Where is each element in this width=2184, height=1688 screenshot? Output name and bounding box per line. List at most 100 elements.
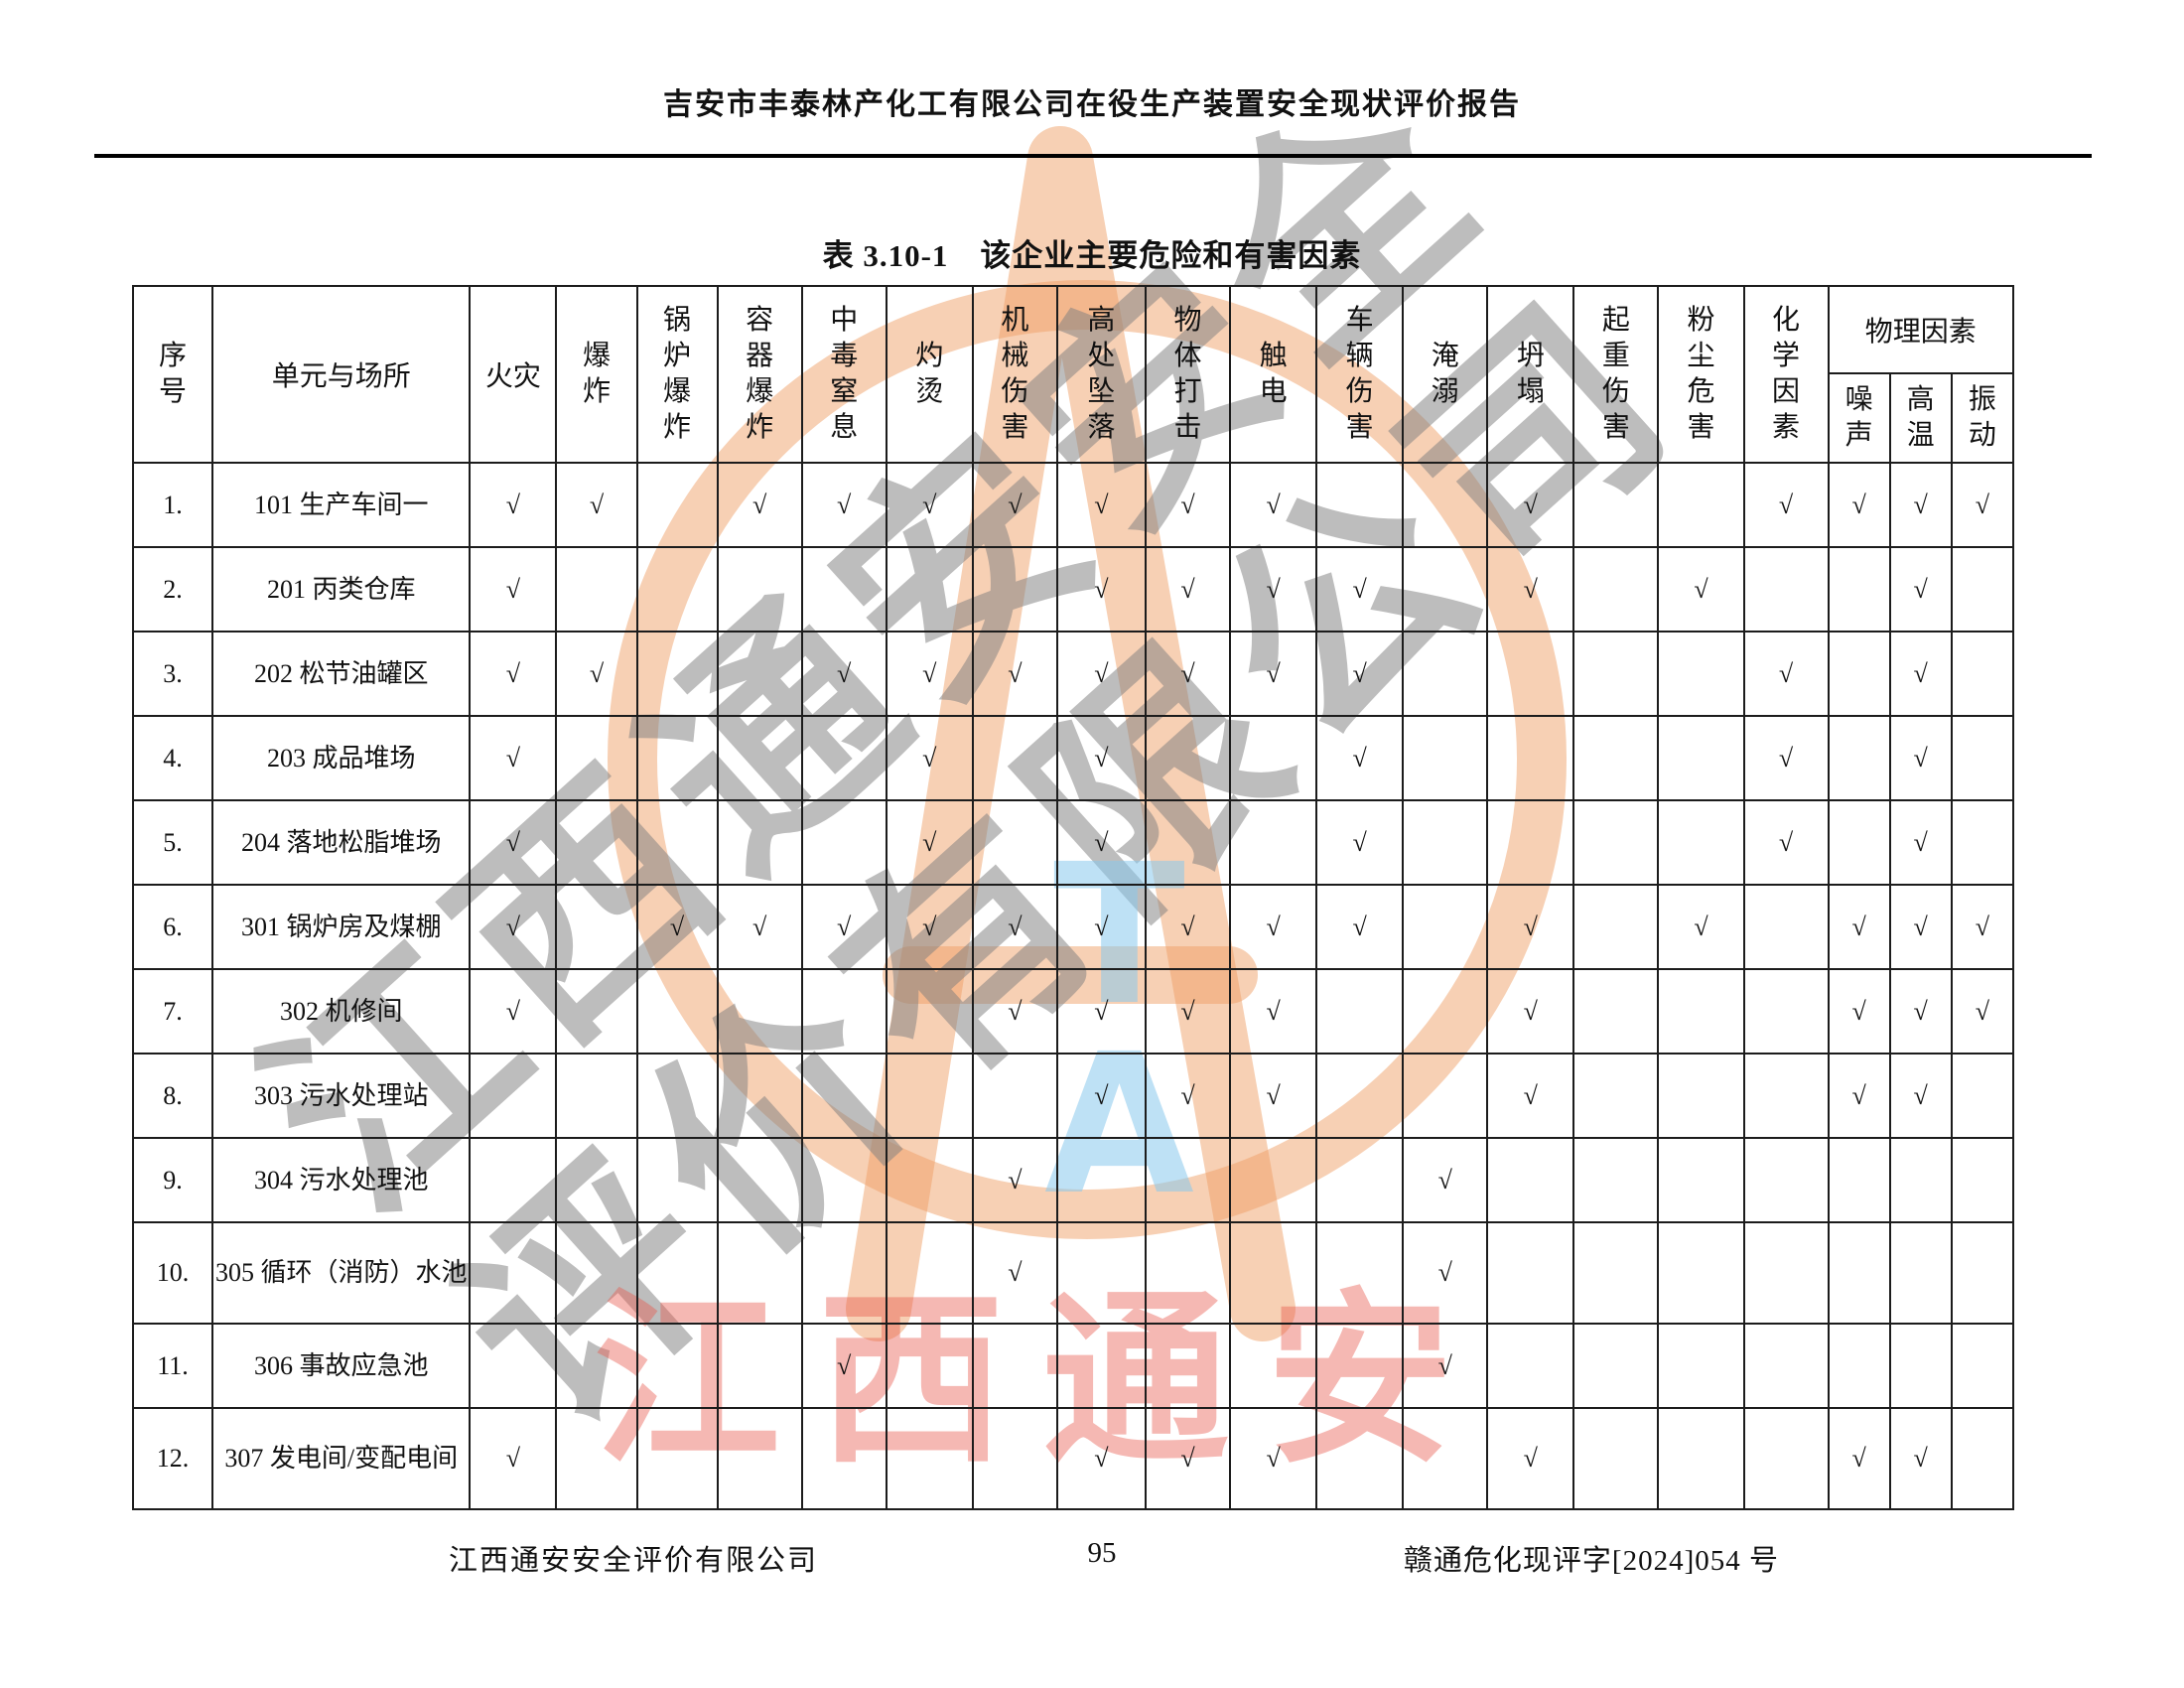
hazard-check-cell: √	[1402, 1137, 1489, 1223]
hazard-check-cell: √	[1888, 1407, 1953, 1510]
hazard-check-cell	[1572, 884, 1660, 970]
unit-name-cell: 201 丙类仓库	[211, 546, 472, 633]
hazard-check-cell	[971, 1407, 1058, 1510]
report-header-title: 吉安市丰泰林产化工有限公司在役生产装置安全现状评价报告	[663, 88, 1521, 121]
hazard-check-cell	[1827, 1221, 1891, 1325]
unit-name-cell: 203 成品堆场	[211, 715, 472, 801]
hazard-check-cell	[1742, 1221, 1830, 1325]
hazard-check-cell: √	[555, 631, 638, 717]
hazard-check-cell	[635, 631, 719, 717]
hazard-check-cell	[555, 1137, 638, 1223]
hazard-check-cell	[635, 1323, 719, 1409]
hazard-check-cell: √	[1888, 631, 1953, 717]
unit-name-cell: 306 事故应急池	[211, 1323, 472, 1409]
hazard-check-cell: √	[716, 884, 803, 970]
hazard-check-cell	[885, 546, 974, 633]
hazard-check-cell	[1315, 1407, 1405, 1510]
hazard-check-cell: √	[1229, 462, 1318, 548]
hazard-check-cell	[716, 631, 803, 717]
table-row: 12. 307 发电间/变配电间 √ √ √ √ √ √ √	[131, 1407, 2015, 1510]
hazard-check-cell	[555, 884, 638, 970]
hazard-check-cell	[1486, 1221, 1575, 1325]
hazard-check-cell: √	[1486, 968, 1575, 1055]
hazard-check-cell	[1742, 1323, 1830, 1409]
hazard-check-cell: √	[555, 462, 638, 548]
hazard-check-cell: √	[1827, 462, 1891, 548]
hazard-check-cell	[1055, 1137, 1147, 1223]
hazard-check-cell	[1657, 1221, 1745, 1325]
hazard-check-cell	[635, 968, 719, 1055]
hazard-check-cell	[1657, 968, 1745, 1055]
table-row: 7. 302 机修间 √ √ √ √ √ √ √ √ √	[131, 968, 2015, 1055]
table-body: 1. 101 生产车间一 √ √ √ √ √ √ √ √ √ √ √ √ √ √ 2. 201 丙类仓库 √ √ √ √ √…	[131, 462, 2015, 1510]
hazard-check-cell	[1572, 715, 1660, 801]
hazard-check-cell	[1657, 799, 1745, 886]
hazard-check-cell	[555, 968, 638, 1055]
hazard-check-cell: √	[885, 631, 974, 717]
hazard-check-cell: √	[1055, 631, 1147, 717]
hazard-check-cell: √	[1315, 884, 1405, 970]
hazard-check-cell	[1315, 1137, 1405, 1223]
hazard-check-cell	[971, 546, 1058, 633]
hazard-check-cell: √	[1315, 631, 1405, 717]
hazard-check-cell	[555, 1053, 638, 1139]
hazard-check-cell	[1402, 968, 1489, 1055]
hazard-check-cell: √	[1486, 1053, 1575, 1139]
hazard-check-cell	[1144, 715, 1232, 801]
hazard-check-cell	[1315, 1053, 1405, 1139]
unit-name-cell: 301 锅炉房及煤棚	[211, 884, 472, 970]
hazard-check-cell	[1950, 1137, 2015, 1223]
hazard-check-cell	[1888, 1137, 1953, 1223]
hazard-check-cell	[1742, 1407, 1830, 1510]
hazard-check-cell	[800, 715, 887, 801]
hazard-check-cell	[1888, 1221, 1953, 1325]
row-index-cell: 1.	[131, 462, 214, 548]
col-header-hazard: 中毒窒息	[800, 285, 887, 464]
hazard-check-cell: √	[1950, 884, 2015, 970]
hazard-check-cell	[1144, 1221, 1232, 1325]
hazard-check-cell	[1742, 546, 1830, 633]
hazard-check-cell: √	[469, 968, 558, 1055]
col-header-physical-group: 物理因素	[1827, 285, 2015, 374]
hazard-check-cell	[1827, 715, 1891, 801]
hazard-check-cell	[635, 546, 719, 633]
hazard-check-cell	[1144, 1137, 1232, 1223]
col-header-hazard: 火灾	[469, 285, 558, 464]
hazard-check-cell	[1657, 462, 1745, 548]
row-index-cell: 10.	[131, 1221, 214, 1325]
hazard-check-cell: √	[1055, 462, 1147, 548]
hazard-check-cell	[1572, 546, 1660, 633]
hazard-check-cell	[716, 1407, 803, 1510]
hazard-check-cell: √	[469, 1407, 558, 1510]
hazard-check-cell	[1827, 1137, 1891, 1223]
hazard-check-cell	[635, 799, 719, 886]
hazard-check-cell	[1486, 1137, 1575, 1223]
row-index-cell: 8.	[131, 1053, 214, 1139]
table-row: 2. 201 丙类仓库 √ √ √ √ √ √ √ √	[131, 546, 2015, 633]
hazard-check-cell	[716, 715, 803, 801]
table-row: 10. 305 循环（消防）水池 √ √	[131, 1221, 2015, 1325]
hazard-check-cell	[1572, 799, 1660, 886]
hazard-check-cell	[971, 1323, 1058, 1409]
hazard-check-cell	[1055, 1221, 1147, 1325]
hazard-check-cell	[1657, 715, 1745, 801]
unit-name-cell: 302 机修间	[211, 968, 472, 1055]
col-header-hazard: 锅炉爆炸	[635, 285, 719, 464]
header-divider	[94, 154, 2092, 158]
hazard-check-cell	[1572, 462, 1660, 548]
hazard-check-cell	[1229, 1323, 1318, 1409]
row-index-cell: 2.	[131, 546, 214, 633]
hazard-check-cell	[800, 1407, 887, 1510]
hazard-check-cell: √	[1144, 884, 1232, 970]
hazard-check-cell: √	[971, 631, 1058, 717]
hazard-check-cell	[1315, 1323, 1405, 1409]
hazard-check-cell: √	[1742, 462, 1830, 548]
hazard-check-cell	[1572, 968, 1660, 1055]
row-index-cell: 3.	[131, 631, 214, 717]
hazard-check-cell	[1315, 462, 1405, 548]
hazard-check-cell: √	[971, 968, 1058, 1055]
unit-name-cell: 303 污水处理站	[211, 1053, 472, 1139]
hazard-check-cell: √	[1486, 884, 1575, 970]
hazard-check-cell	[1402, 1407, 1489, 1510]
hazard-check-cell	[1572, 1053, 1660, 1139]
